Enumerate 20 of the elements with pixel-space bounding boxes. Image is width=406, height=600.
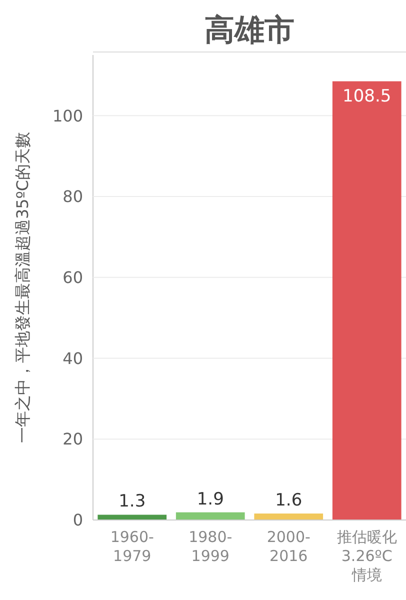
bar <box>176 512 245 520</box>
y-tick-label: 60 <box>62 268 83 287</box>
y-axis-title: 一年之中，平地發生最高溫超過35ºC的天數 <box>13 132 32 444</box>
chart-title: 高雄市 <box>204 13 294 48</box>
data-label: 108.5 <box>342 86 392 106</box>
y-tick-label: 20 <box>62 430 83 449</box>
x-tick-label: 1980- 1999 <box>188 528 232 565</box>
bar <box>332 81 402 520</box>
y-tick-label: 40 <box>62 348 83 368</box>
x-tick-label: 推估暖化 3.26ºC 情境 <box>336 528 397 584</box>
y-tick-label: 80 <box>62 187 83 206</box>
data-label: 1.3 <box>118 492 146 512</box>
y-tick-label: 100 <box>52 106 83 126</box>
data-label: 1.9 <box>196 489 224 510</box>
x-tick-label: 2000- 2016 <box>266 528 310 565</box>
y-tick-label: 0 <box>72 510 83 530</box>
x-tick-label: 1960- 1979 <box>110 528 154 565</box>
bar <box>98 514 167 520</box>
bar <box>254 514 324 520</box>
data-label: 1.6 <box>275 490 302 511</box>
